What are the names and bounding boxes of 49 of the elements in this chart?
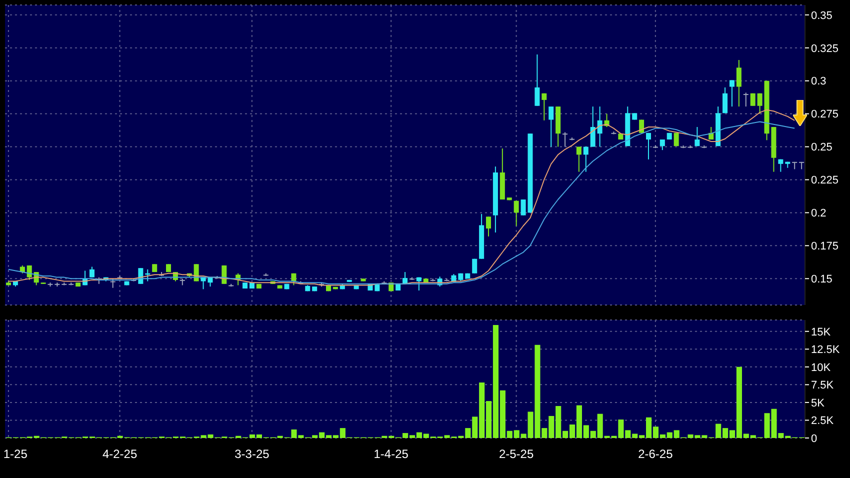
candlestick xyxy=(736,59,742,108)
y-tick-label: 2.5K xyxy=(811,415,834,428)
y-tick-label: 0.225 xyxy=(811,174,839,187)
y-tick-label: 5K xyxy=(811,397,826,410)
y-tick-label: 0.35 xyxy=(811,10,832,22)
candlestick xyxy=(590,106,596,148)
y-tick-label: 10K xyxy=(811,362,832,374)
candlestick xyxy=(194,264,199,282)
y-tick-label: 15K xyxy=(811,326,832,338)
candlestick xyxy=(694,126,700,147)
y-tick-label: 0 xyxy=(811,432,818,445)
y-tick-label: 12.5K xyxy=(811,344,840,356)
candlestick xyxy=(722,86,728,114)
candlestick xyxy=(542,92,547,121)
x-tick-label: 4-2-25 xyxy=(102,447,138,461)
candlestick xyxy=(514,200,519,226)
candlestick xyxy=(89,266,94,278)
y-tick-label: 0.25 xyxy=(811,142,832,154)
candlestick xyxy=(110,278,116,288)
y-tick-label: 7.5K xyxy=(811,380,834,392)
y-tick-label: 0.2 xyxy=(811,208,826,220)
candlestick xyxy=(583,146,588,172)
y-tick-label: 0.275 xyxy=(811,108,839,121)
candlestick xyxy=(646,132,652,160)
candlestick xyxy=(639,119,644,134)
y-tick-label: 0.3 xyxy=(811,76,826,88)
candlestick xyxy=(534,54,540,106)
candlestick xyxy=(750,92,756,106)
candlestick xyxy=(576,146,582,172)
candlestick xyxy=(660,139,665,151)
candlestick xyxy=(597,106,602,148)
candlestick xyxy=(778,158,784,172)
x-tick-label: 1-25 xyxy=(3,447,28,461)
candlestick xyxy=(562,132,568,148)
candlestick xyxy=(26,264,32,280)
x-tick-label: 2-6-25 xyxy=(638,447,674,461)
x-tick-label: 2-5-25 xyxy=(498,447,534,461)
candlestick xyxy=(548,106,554,148)
y-tick-label: 0.175 xyxy=(811,240,839,253)
y-tick-label: 0.325 xyxy=(811,42,839,55)
candlestick xyxy=(486,216,492,237)
x-tick-label: 1-4-25 xyxy=(374,447,409,461)
x-tick-label: 3-3-25 xyxy=(234,447,270,461)
candlestick xyxy=(743,92,748,108)
candlestick xyxy=(729,80,734,108)
candlestick xyxy=(757,92,762,114)
candlestick xyxy=(472,258,478,274)
y-tick-label: 0.15 xyxy=(811,274,832,286)
candlestick xyxy=(416,276,422,291)
